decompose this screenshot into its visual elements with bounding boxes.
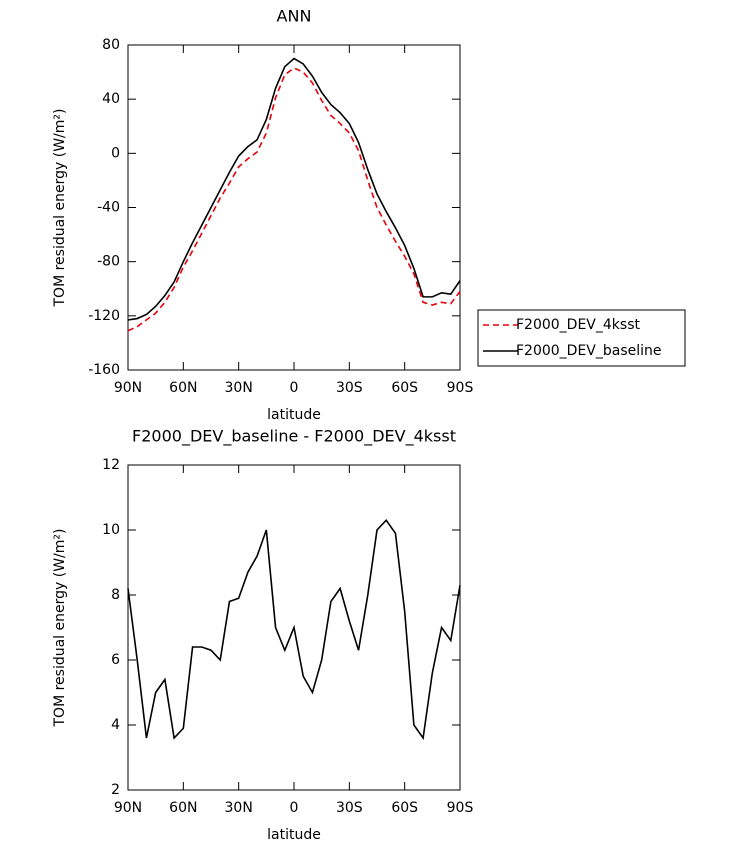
y-tick-label: -80	[97, 254, 120, 270]
legend-label: F2000_DEV_4ksst	[516, 317, 640, 333]
x-tick-label: 60S	[391, 800, 418, 816]
y-axis-label: TOM residual energy (W/m²)	[52, 109, 68, 308]
x-tick-label: 60S	[391, 380, 418, 396]
y-tick-label: 2	[111, 782, 120, 798]
chart-title: F2000_DEV_baseline - F2000_DEV_4ksst	[132, 427, 456, 447]
x-tick-label: 30N	[225, 380, 253, 396]
legend-label: F2000_DEV_baseline	[516, 343, 662, 359]
data-line	[127, 518, 461, 741]
x-axis-label: latitude	[267, 827, 321, 843]
x-tick-label: 0	[290, 800, 299, 816]
y-tick-label: 40	[102, 91, 120, 107]
data-line	[127, 57, 461, 321]
y-tick-label: 80	[102, 37, 120, 53]
x-tick-label: 0	[290, 380, 299, 396]
x-tick-label: 30S	[336, 800, 363, 816]
y-axis-label: TOM residual energy (W/m²)	[52, 529, 68, 728]
x-tick-label: 90S	[447, 380, 474, 396]
x-tick-label: 60N	[169, 380, 197, 396]
chart-title: ANN	[277, 7, 312, 26]
x-tick-label: 90N	[114, 800, 142, 816]
y-tick-label: -120	[88, 308, 120, 324]
x-tick-label: 30S	[336, 380, 363, 396]
y-tick-label: 4	[111, 717, 120, 733]
plot-frame	[127, 44, 461, 371]
x-tick-label: 90S	[447, 800, 474, 816]
x-tick-label: 90N	[114, 380, 142, 396]
y-tick-label: -40	[97, 200, 120, 216]
x-tick-label: 30N	[225, 800, 253, 816]
x-axis-label: latitude	[267, 407, 321, 423]
y-tick-label: 10	[102, 522, 120, 538]
y-tick-label: 0	[111, 145, 120, 161]
legend-box	[477, 309, 686, 367]
data-line	[127, 67, 461, 332]
x-tick-label: 60N	[169, 800, 197, 816]
y-tick-label: -160	[88, 362, 120, 378]
y-tick-label: 12	[102, 457, 120, 473]
y-tick-label: 8	[111, 587, 120, 603]
y-tick-label: 6	[111, 652, 120, 668]
